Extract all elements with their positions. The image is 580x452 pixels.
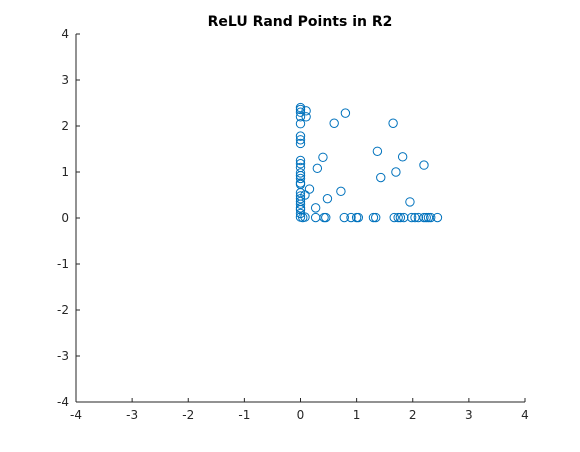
data-point xyxy=(371,212,381,223)
data-point xyxy=(304,184,315,194)
data-point xyxy=(393,212,403,223)
y-tick-label: -1 xyxy=(57,257,69,271)
x-tick-label: -2 xyxy=(182,408,194,422)
data-point xyxy=(295,173,306,184)
data-point xyxy=(295,135,306,145)
y-tick-label: 0 xyxy=(61,211,69,225)
y-tick-label: 4 xyxy=(61,27,69,41)
data-point xyxy=(399,212,409,223)
data-point xyxy=(388,118,398,128)
data-point xyxy=(310,212,321,223)
data-point xyxy=(376,172,386,183)
data-point xyxy=(295,155,306,166)
data-point xyxy=(295,119,306,129)
data-point xyxy=(310,203,321,213)
data-point xyxy=(368,212,379,223)
x-tick-label: 4 xyxy=(521,408,529,422)
data-point xyxy=(295,107,306,117)
data-point xyxy=(423,212,434,223)
data-point xyxy=(300,212,310,222)
data-point xyxy=(346,212,356,223)
x-tick-label: 1 xyxy=(353,408,361,422)
data-point xyxy=(397,152,408,162)
data-point xyxy=(336,186,346,197)
data-point xyxy=(295,131,306,141)
y-tick-label: -3 xyxy=(57,349,69,363)
data-point xyxy=(321,212,331,223)
x-tick-label: -1 xyxy=(238,408,250,422)
data-point xyxy=(413,212,424,223)
axis-ticks: -4 -3 -2 -1 0 1 2 3 4 -4 -3 -2 -1 0 1 2 3 4 xyxy=(57,27,529,422)
data-point xyxy=(295,168,306,178)
data-point xyxy=(295,159,306,169)
x-tick-label: 2 xyxy=(409,408,417,422)
chart-title: ReLU Rand Points in R2 xyxy=(208,14,393,30)
data-point xyxy=(405,197,415,207)
data-point xyxy=(318,152,328,162)
data-point xyxy=(295,112,306,122)
y-tick-label: -2 xyxy=(57,303,69,317)
data-point xyxy=(419,160,429,170)
y-tick-label: -4 xyxy=(57,395,69,409)
y-tick-label: 3 xyxy=(61,73,69,87)
data-point xyxy=(339,212,349,223)
data-point xyxy=(389,212,399,223)
data-point xyxy=(419,212,429,223)
data-point xyxy=(421,212,431,223)
x-tick-label: 3 xyxy=(465,408,473,422)
x-tick-label: 0 xyxy=(297,408,305,422)
data-point xyxy=(391,167,401,177)
data-point xyxy=(329,118,339,128)
data-point xyxy=(300,190,310,200)
y-tick-label: 2 xyxy=(61,119,69,133)
data-point xyxy=(432,212,443,223)
data-points xyxy=(295,102,443,223)
data-point xyxy=(340,108,351,118)
data-point xyxy=(295,138,306,149)
data-point xyxy=(295,199,306,209)
data-point xyxy=(372,146,383,157)
x-tick-label: -4 xyxy=(70,408,82,422)
data-point xyxy=(322,193,333,204)
x-tick-label: -3 xyxy=(126,408,138,422)
data-point xyxy=(406,212,417,223)
y-tick-label: 1 xyxy=(61,165,69,179)
data-point xyxy=(410,212,420,223)
data-point xyxy=(395,212,406,223)
data-point xyxy=(312,163,323,174)
data-point xyxy=(426,212,436,223)
data-point xyxy=(353,212,364,223)
data-point xyxy=(301,106,311,116)
data-point xyxy=(301,112,311,122)
data-point xyxy=(295,104,306,115)
